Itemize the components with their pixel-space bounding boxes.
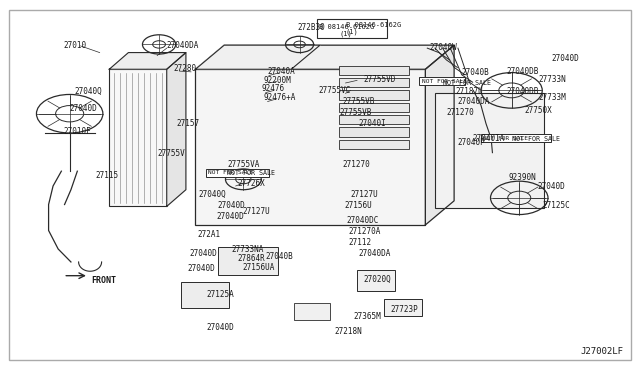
Text: 27040D: 27040D <box>187 264 215 273</box>
Bar <box>419 77 465 85</box>
Text: 27040W: 27040W <box>430 42 458 51</box>
Polygon shape <box>426 45 454 225</box>
Text: 27733N: 27733N <box>538 75 566 84</box>
Text: 27040IA: 27040IA <box>472 134 504 143</box>
Text: 27020Q: 27020Q <box>364 275 391 284</box>
Text: 27115: 27115 <box>95 171 118 180</box>
Bar <box>357 270 396 291</box>
Text: 27040DB: 27040DB <box>506 67 539 76</box>
Bar <box>317 19 387 38</box>
Text: 27733M: 27733M <box>538 93 566 102</box>
Polygon shape <box>109 52 186 69</box>
Text: 27010: 27010 <box>63 41 86 51</box>
Text: 27040B: 27040B <box>266 252 294 261</box>
Text: 271270A: 271270A <box>349 227 381 236</box>
Text: 27156UA: 27156UA <box>242 263 275 272</box>
Text: FRONT: FRONT <box>92 276 116 285</box>
Text: NOT FOR SALE: NOT FOR SALE <box>208 170 253 175</box>
Text: 27040D: 27040D <box>537 182 565 191</box>
Text: 27365M: 27365M <box>353 312 381 321</box>
Text: 27040D: 27040D <box>216 212 244 221</box>
Text: (1): (1) <box>346 29 358 35</box>
Text: 272B30: 272B30 <box>298 23 325 32</box>
Polygon shape <box>195 45 320 69</box>
Text: 27127U: 27127U <box>351 190 378 199</box>
Text: 27040P: 27040P <box>458 138 485 147</box>
Text: 27726X: 27726X <box>237 179 265 187</box>
Text: 27755V: 27755V <box>157 149 185 158</box>
Text: 27218N: 27218N <box>334 327 362 336</box>
Bar <box>109 69 167 206</box>
Text: 27112: 27112 <box>349 238 372 247</box>
Text: 27040B: 27040B <box>462 68 490 77</box>
Bar <box>180 282 228 308</box>
Bar <box>206 169 269 177</box>
Text: 27040D: 27040D <box>70 104 97 113</box>
Text: 27280: 27280 <box>173 64 196 73</box>
Text: 27040Q: 27040Q <box>74 87 102 96</box>
Text: 92390N: 92390N <box>508 173 536 182</box>
Text: 27040DC: 27040DC <box>347 216 379 225</box>
Text: 92476: 92476 <box>261 84 284 93</box>
Bar <box>481 134 551 142</box>
Text: 92200M: 92200M <box>264 76 292 85</box>
Text: 27125C: 27125C <box>542 201 570 210</box>
Text: 27723P: 27723P <box>390 305 418 314</box>
Polygon shape <box>167 52 186 206</box>
Text: 27187U: 27187U <box>456 87 483 96</box>
Text: 92476+A: 92476+A <box>264 93 296 102</box>
Bar <box>339 65 410 75</box>
Text: NOT FOR SALE: NOT FOR SALE <box>422 78 467 84</box>
Text: 271270: 271270 <box>342 160 370 169</box>
Bar <box>339 78 410 87</box>
Text: (1): (1) <box>339 30 352 36</box>
Text: 27733NA: 27733NA <box>232 245 264 254</box>
Text: 27040D: 27040D <box>551 54 579 62</box>
Text: 27040DA: 27040DA <box>167 41 199 51</box>
Text: 27125A: 27125A <box>206 290 234 299</box>
Text: 27755VD: 27755VD <box>364 75 396 84</box>
Text: 27750X: 27750X <box>524 106 552 115</box>
Bar <box>218 247 278 275</box>
Text: 27040D: 27040D <box>189 249 217 258</box>
Bar <box>384 299 422 316</box>
Text: 27040Q: 27040Q <box>198 190 227 199</box>
Text: J27002LF: J27002LF <box>580 347 623 356</box>
Text: 27040A: 27040A <box>268 67 296 76</box>
Text: 27010F: 27010F <box>63 126 91 136</box>
Bar <box>294 304 330 320</box>
Text: 27157: 27157 <box>176 119 200 128</box>
Text: 27127U: 27127U <box>242 208 270 217</box>
Text: NOT FOR SALE: NOT FOR SALE <box>511 135 559 142</box>
Text: 27040I: 27040I <box>358 119 386 128</box>
Polygon shape <box>195 45 454 69</box>
Text: 27156U: 27156U <box>344 201 372 210</box>
Text: 27755VB: 27755VB <box>339 108 372 117</box>
Text: 27755VC: 27755VC <box>319 86 351 95</box>
Text: 27040D: 27040D <box>218 201 246 210</box>
Text: 272A1: 272A1 <box>197 230 221 239</box>
Text: 27864R: 27864R <box>237 254 265 263</box>
Text: B 08146-6162G: B 08146-6162G <box>346 22 401 28</box>
Text: 27040DA: 27040DA <box>458 97 490 106</box>
Bar <box>339 140 410 149</box>
Bar <box>339 103 410 112</box>
Text: 27755VA: 27755VA <box>227 160 260 169</box>
Text: NOT FOR SALE: NOT FOR SALE <box>483 136 528 141</box>
Text: NOT FOR SALE: NOT FOR SALE <box>227 170 275 176</box>
Text: 27040DA: 27040DA <box>358 249 390 258</box>
Bar <box>339 127 410 137</box>
Text: 27040D: 27040D <box>206 323 234 332</box>
Text: 27040DB: 27040DB <box>506 87 539 96</box>
Bar <box>435 93 543 208</box>
Bar <box>339 90 410 100</box>
Bar <box>195 69 426 225</box>
Text: 27755VB: 27755VB <box>342 97 375 106</box>
Bar <box>339 115 410 124</box>
Text: B 08146-6162G: B 08146-6162G <box>319 24 374 30</box>
Text: 271270: 271270 <box>447 108 474 117</box>
Text: NOT FOR SALE: NOT FOR SALE <box>443 80 491 86</box>
